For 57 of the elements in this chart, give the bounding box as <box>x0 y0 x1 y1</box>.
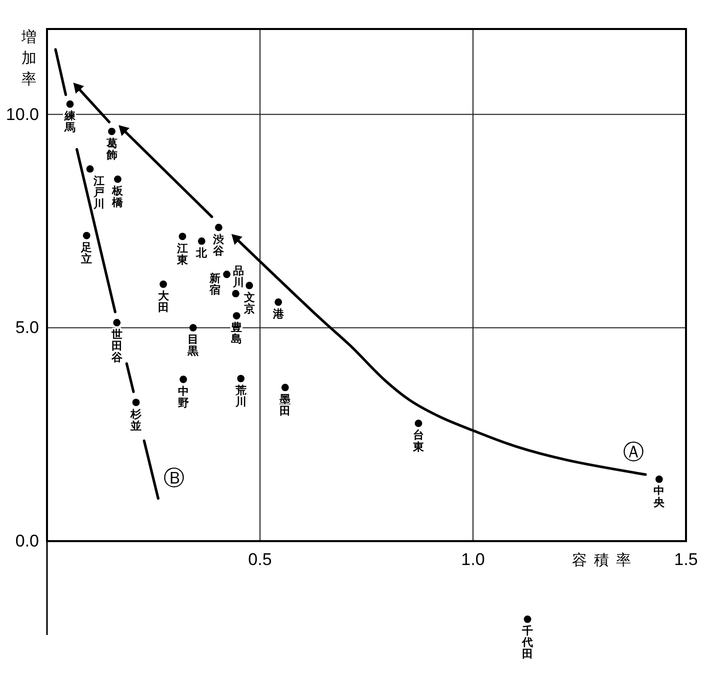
point <box>189 324 197 332</box>
series-label: 足立 <box>80 240 92 266</box>
series-label: Ⓐ <box>622 440 644 464</box>
point <box>86 165 94 173</box>
series-label: 荒川 <box>234 384 246 408</box>
series-label: 港 <box>272 308 285 321</box>
point <box>237 374 245 382</box>
series-label: 千代田 <box>521 624 534 661</box>
point <box>180 376 188 384</box>
series-label: Ⓑ <box>163 466 184 490</box>
series-label: 江戸川 <box>92 174 105 210</box>
series-label: 品川 <box>232 264 244 290</box>
point <box>214 224 222 232</box>
y-tick-label: 0.0 <box>15 532 39 551</box>
point <box>82 232 90 240</box>
point <box>114 176 122 183</box>
point <box>223 270 230 278</box>
point <box>281 384 289 392</box>
series-label: 葛飾 <box>105 136 118 162</box>
series-label: 杉並 <box>130 408 143 432</box>
point <box>246 282 254 290</box>
point <box>231 234 242 245</box>
point <box>198 237 206 245</box>
series-label: 大田 <box>158 290 170 314</box>
series-label: 江東 <box>176 242 189 266</box>
series-label: 中央 <box>652 484 666 510</box>
point <box>113 318 121 326</box>
x-tick-label: 1.0 <box>461 550 485 570</box>
x-axis-title: 容積率 <box>572 551 638 570</box>
point <box>108 128 116 136</box>
point <box>232 290 240 298</box>
point <box>118 125 130 136</box>
point <box>160 280 167 288</box>
point <box>73 82 84 94</box>
series-label: 渋谷 <box>212 232 226 258</box>
point <box>132 398 140 406</box>
point <box>232 312 240 320</box>
series-label: 新宿 <box>208 272 221 297</box>
series-label: 台東 <box>412 428 425 454</box>
point <box>524 616 532 623</box>
series-label: 中野 <box>178 384 189 410</box>
point <box>178 232 186 240</box>
series-label: 北 <box>195 246 208 260</box>
series-label: 板橋 <box>111 184 124 210</box>
point <box>414 420 422 428</box>
y-tick-label: 5.0 <box>15 318 39 338</box>
series-label: 世田谷 <box>110 328 124 364</box>
y-tick-label: 10.0 <box>6 104 39 124</box>
series-label: 文京 <box>242 290 255 316</box>
series-label: 目黒 <box>186 333 200 358</box>
x-tick-label: 0.5 <box>248 550 272 570</box>
point <box>655 476 663 483</box>
series-label: 墨田 <box>278 392 291 418</box>
y-axis-title: 増加率 <box>20 28 36 88</box>
point <box>274 298 282 306</box>
x-tick-label: 1.5 <box>674 550 698 570</box>
point <box>66 100 74 108</box>
